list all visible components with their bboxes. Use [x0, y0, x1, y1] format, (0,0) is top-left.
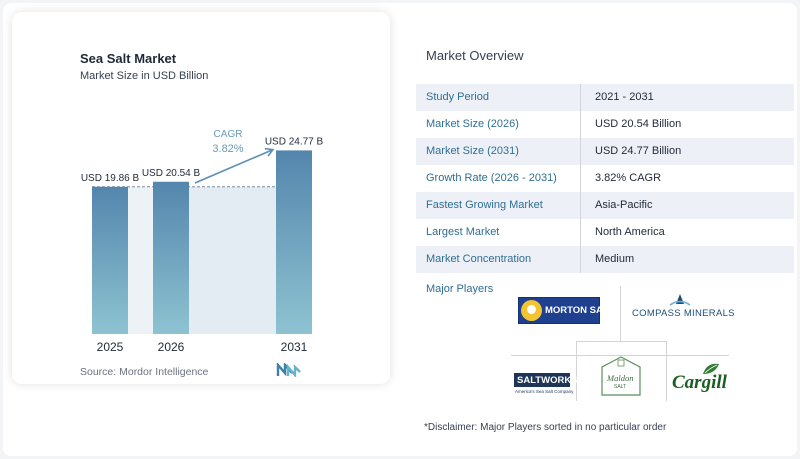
logo-grid-divider: [511, 355, 729, 356]
overview-label: Market Size (2031): [426, 145, 519, 157]
morton-logo-text: MORTON SALT: [545, 305, 614, 316]
compass-minerals-logo: COMPASS MINERALS: [630, 292, 735, 326]
logo-grid-divider: [666, 341, 667, 401]
overview-row-market-size-2031: Market Size (2031) USD 24.77 Billion: [416, 138, 794, 165]
overview-row-market-concentration: Market Concentration Medium: [416, 246, 794, 273]
cagr-label: CAGR: [214, 129, 243, 140]
cagr-value: 3.82%: [212, 143, 243, 155]
overview-label: Study Period: [426, 91, 489, 103]
bar-2031: [276, 150, 312, 334]
bar-2026: [153, 181, 189, 334]
morton-figure-icon: [527, 305, 536, 314]
overview-row-market-size-2026: Market Size (2026) USD 20.54 Billion: [416, 111, 794, 138]
market-overview-title: Market Overview: [426, 48, 524, 63]
logo-grid-divider: [620, 286, 621, 341]
overview-row-largest-market: Largest Market North America: [416, 219, 794, 246]
bar-chart: USD 19.86 B 2025 USD 20.54 B 2026 USD 24.77 …: [81, 129, 324, 354]
cagr-arrow: [194, 147, 275, 184]
data-label-2026: USD 20.54 B: [142, 168, 201, 179]
overview-label: Largest Market: [426, 226, 500, 238]
saltworks-banner: [514, 373, 570, 387]
major-players-title: Major Players: [426, 283, 494, 295]
overview-value: North America: [595, 226, 665, 238]
maldon-salt-logo: Maldon SALT: [598, 355, 644, 399]
data-label-2025: USD 19.86 B: [81, 173, 140, 184]
cargill-logo-text: Cargill: [672, 372, 727, 393]
overview-label: Market Size (2026): [426, 118, 519, 130]
bar-2025: [92, 186, 128, 334]
mordor-intelligence-logo: [276, 363, 301, 377]
data-label-2031: USD 24.77 B: [265, 136, 324, 147]
cargill-leaf-icon: [703, 363, 719, 374]
overview-value: Medium: [595, 253, 635, 265]
overview-label: Fastest Growing Market: [426, 199, 543, 211]
overview-column-divider: [580, 84, 581, 273]
logo-grid-divider: [576, 341, 577, 401]
chart-title: Sea Salt Market: [80, 51, 177, 66]
x-tick-2026: 2026: [158, 340, 185, 354]
logo-grid-divider: [576, 341, 666, 342]
overview-value: 3.82% CAGR: [595, 172, 662, 184]
x-tick-2025: 2025: [97, 340, 124, 354]
overview-label: Growth Rate (2026 - 2031): [426, 172, 557, 184]
disclaimer-note: *Disclaimer: Major Players sorted in no …: [424, 422, 667, 433]
overview-label: Market Concentration: [426, 253, 532, 265]
overview-row-growth-rate: Growth Rate (2026 - 2031) 3.82% CAGR: [416, 165, 794, 192]
overview-value: USD 24.77 Billion: [595, 145, 682, 157]
saltworks-tagline: America's Sea Salt Company: [515, 389, 574, 394]
compass-logo-text: COMPASS MINERALS: [632, 308, 735, 319]
source-note: Source: Mordor Intelligence: [80, 366, 209, 378]
morton-salt-logo: MORTON SALT: [518, 297, 614, 324]
cargill-logo: Cargill: [672, 362, 728, 398]
maldon-badge-icon: [601, 356, 641, 396]
overview-value: USD 20.54 Billion: [595, 118, 682, 130]
compass-star-icon: [669, 294, 691, 306]
chart-subtitle: Market Size in USD Billion: [80, 70, 209, 82]
x-tick-2031: 2031: [281, 340, 308, 354]
saltworks-logo: SALTWORKS America's Sea Salt Company: [514, 373, 578, 397]
overview-row-study-period: Study Period 2021 - 2031: [416, 84, 794, 111]
maldon-logo-text: Maldon: [607, 373, 634, 383]
maldon-logo-subtext: SALT: [614, 384, 627, 390]
overview-value: 2021 - 2031: [595, 91, 654, 103]
saltworks-logo-text: SALTWORKS: [517, 375, 578, 386]
bar-gap-band: [127, 186, 154, 334]
overview-value: Asia-Pacific: [595, 199, 653, 211]
cagr-band: [188, 186, 277, 334]
overview-row-fastest-growing-market: Fastest Growing Market Asia-Pacific: [416, 192, 794, 219]
